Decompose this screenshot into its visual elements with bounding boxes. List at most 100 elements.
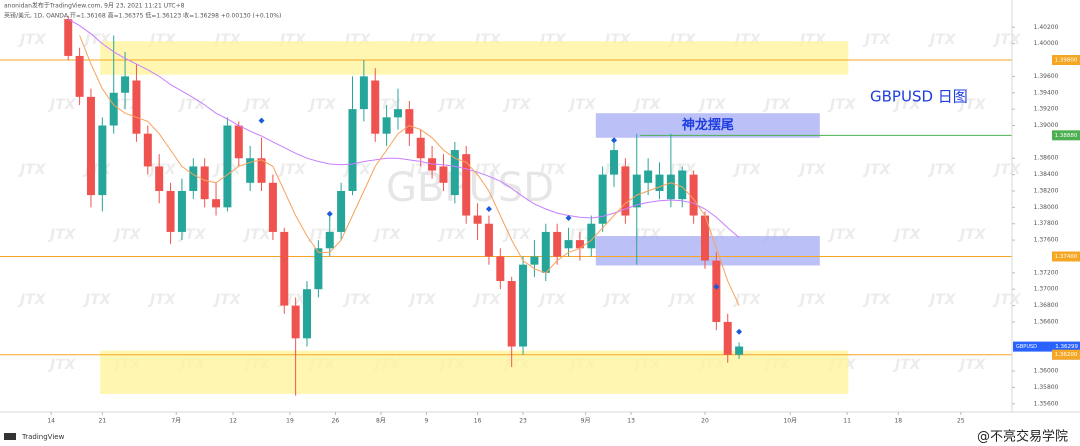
candle-body: [223, 125, 232, 208]
x-tick-label: 18: [894, 418, 902, 425]
candle-body: [393, 109, 402, 118]
y-tick-label: 1.37200: [1034, 269, 1059, 276]
candle-body: [64, 19, 73, 56]
brand-watermark: JTX: [502, 97, 532, 113]
y-tick-label: 1.36600: [1034, 318, 1059, 325]
brand-watermark: JTX: [632, 97, 662, 113]
brand-watermark: JTX: [927, 292, 957, 308]
candle-body: [575, 240, 584, 249]
brand-watermark: JTX: [47, 97, 77, 113]
candle-body: [303, 289, 312, 339]
price-label-box: [1013, 341, 1080, 352]
y-tick-label: 1.38200: [1034, 187, 1059, 194]
brand-watermark: JTX: [342, 292, 372, 308]
candle-body: [86, 96, 95, 196]
candle-body: [496, 256, 505, 282]
marker: [713, 283, 720, 290]
candle-body: [212, 199, 221, 208]
candle-body: [541, 231, 550, 273]
zone: [100, 41, 849, 75]
brand-watermark: JTX: [437, 97, 467, 113]
candle-body: [666, 174, 675, 200]
brand-watermark: JTX: [667, 292, 697, 308]
candle-body: [132, 80, 141, 134]
candle-body: [484, 223, 493, 257]
candle-body: [712, 260, 721, 322]
footer-credit: @不亮交易学院: [977, 429, 1068, 445]
brand-watermark: JTX: [892, 227, 922, 243]
y-tick-label: 1.35800: [1034, 384, 1059, 391]
x-tick-label: 8月: [376, 418, 386, 425]
candle-body: [735, 346, 744, 355]
brand-watermark: JTX: [992, 162, 1022, 178]
candle-body: [655, 174, 664, 191]
header: anonidan发布于TradingView.com, 9月 23, 2021 …: [4, 2, 185, 10]
x-tick-label: 13: [627, 418, 635, 425]
brand-watermark: JTX: [47, 357, 77, 373]
brand-watermark: JTX: [472, 162, 502, 178]
candle-body: [621, 166, 630, 216]
brand-watermark: JTX: [372, 227, 402, 243]
zone: [100, 350, 849, 394]
brand-watermark: JTX: [957, 97, 987, 113]
candle-body: [610, 150, 619, 175]
brand-watermark: JTX: [862, 292, 892, 308]
candle-body: [507, 281, 516, 347]
y-tick-label: 1.36800: [1034, 302, 1059, 309]
brand-watermark: JTX: [177, 97, 207, 113]
candle-body: [177, 190, 186, 232]
brand-watermark: JTX: [732, 292, 762, 308]
plot: 神龙摆尾: [0, 15, 1012, 396]
price-label-box: [1052, 130, 1080, 141]
brand-watermark: JTX: [892, 357, 922, 373]
candle-body: [200, 166, 209, 200]
x-tick-label: 9: [424, 418, 428, 425]
candle-body: [371, 80, 380, 134]
x-tick-label: 20: [701, 418, 709, 425]
brand-watermark: JTX: [437, 227, 467, 243]
x-tick-label: 16: [474, 418, 482, 425]
candle-body: [564, 240, 573, 249]
brand-watermark: JTX: [277, 162, 307, 178]
brand-watermark: JTX: [992, 32, 1022, 48]
y-tick-label: 1.40200: [1034, 24, 1059, 31]
footer-logo: TradingView: [21, 433, 65, 441]
zone-label: 神龙摆尾: [682, 117, 734, 133]
brand-watermark: JTX: [992, 292, 1022, 308]
info: 英镑/美元, 1D, OANDA 开=1.36168 高=1.36375 低=1…: [4, 12, 281, 20]
brand-watermark: JTX: [307, 97, 337, 113]
candle-body: [587, 223, 596, 249]
brand-watermark: JTX: [112, 227, 142, 243]
brand-watermark: JTX: [862, 32, 892, 48]
candle-body: [348, 109, 357, 191]
marker: [485, 205, 492, 212]
candle-body: [234, 125, 243, 159]
price-label: 1.38880: [1055, 133, 1078, 139]
marker: [611, 137, 618, 144]
moving-average: [79, 35, 740, 306]
brand-watermark: JTX: [17, 292, 47, 308]
brand-watermark: JTX: [927, 32, 957, 48]
y-tick-label: 1.40000: [1034, 40, 1059, 47]
y-tick-label: 1.37000: [1034, 286, 1059, 293]
brand-watermark: JTX: [372, 97, 402, 113]
x-tick-label: 11: [843, 418, 851, 425]
y-tick-label: 1.37600: [1034, 237, 1059, 244]
candle-body: [450, 150, 459, 196]
marker: [565, 215, 572, 222]
candle-body: [678, 170, 687, 200]
y-tick-label: 1.38400: [1034, 171, 1059, 178]
footer-logo-icon: [4, 433, 16, 440]
brand-watermark: JTX: [407, 292, 437, 308]
candle-body: [598, 174, 607, 224]
candle-body: [75, 55, 84, 97]
brand-watermark: JTX: [472, 292, 502, 308]
candle-body: [632, 174, 641, 208]
brand-watermark: JTX: [957, 357, 987, 373]
annotation: GBPUSD 日图: [870, 88, 968, 106]
candle-body: [553, 231, 562, 257]
candle-body: [280, 231, 289, 306]
candle-body: [462, 154, 471, 216]
